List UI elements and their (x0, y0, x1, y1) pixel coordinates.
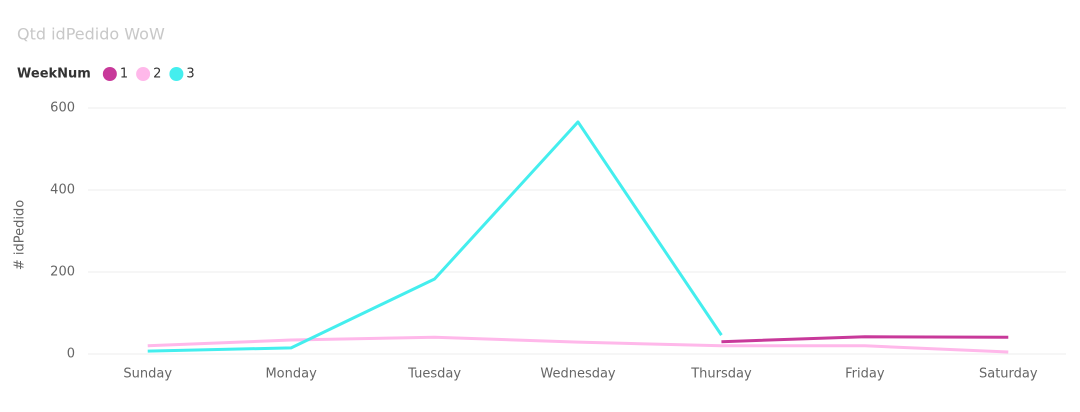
legend-label: 1 (120, 67, 128, 82)
chart-title: Qtd idPedido WoW (17, 25, 165, 44)
legend-swatch (102, 67, 117, 81)
legend-label: 2 (153, 67, 161, 82)
y-tick-label: 400 (50, 183, 75, 198)
x-tick-label: Saturday (979, 367, 1038, 382)
series-line (147, 120, 723, 353)
x-tick-label: Thursday (690, 367, 752, 382)
series-line (721, 335, 1009, 344)
x-tick-label: Tuesday (407, 367, 461, 382)
x-tick-label: Sunday (123, 367, 172, 382)
x-tick-label: Wednesday (540, 367, 616, 382)
series-line (147, 335, 1009, 354)
y-axis-title: # idPedido (13, 200, 28, 270)
x-tick-label: Friday (845, 367, 885, 382)
legend-title: WeekNum (17, 67, 91, 82)
y-tick-label: 0 (67, 347, 75, 362)
x-tick-label: Monday (265, 367, 317, 382)
legend-swatch (169, 67, 184, 81)
y-tick-label: 600 (50, 101, 75, 116)
legend-label: 3 (186, 67, 194, 82)
y-tick-label: 200 (50, 265, 75, 280)
legend-swatch (136, 67, 151, 81)
